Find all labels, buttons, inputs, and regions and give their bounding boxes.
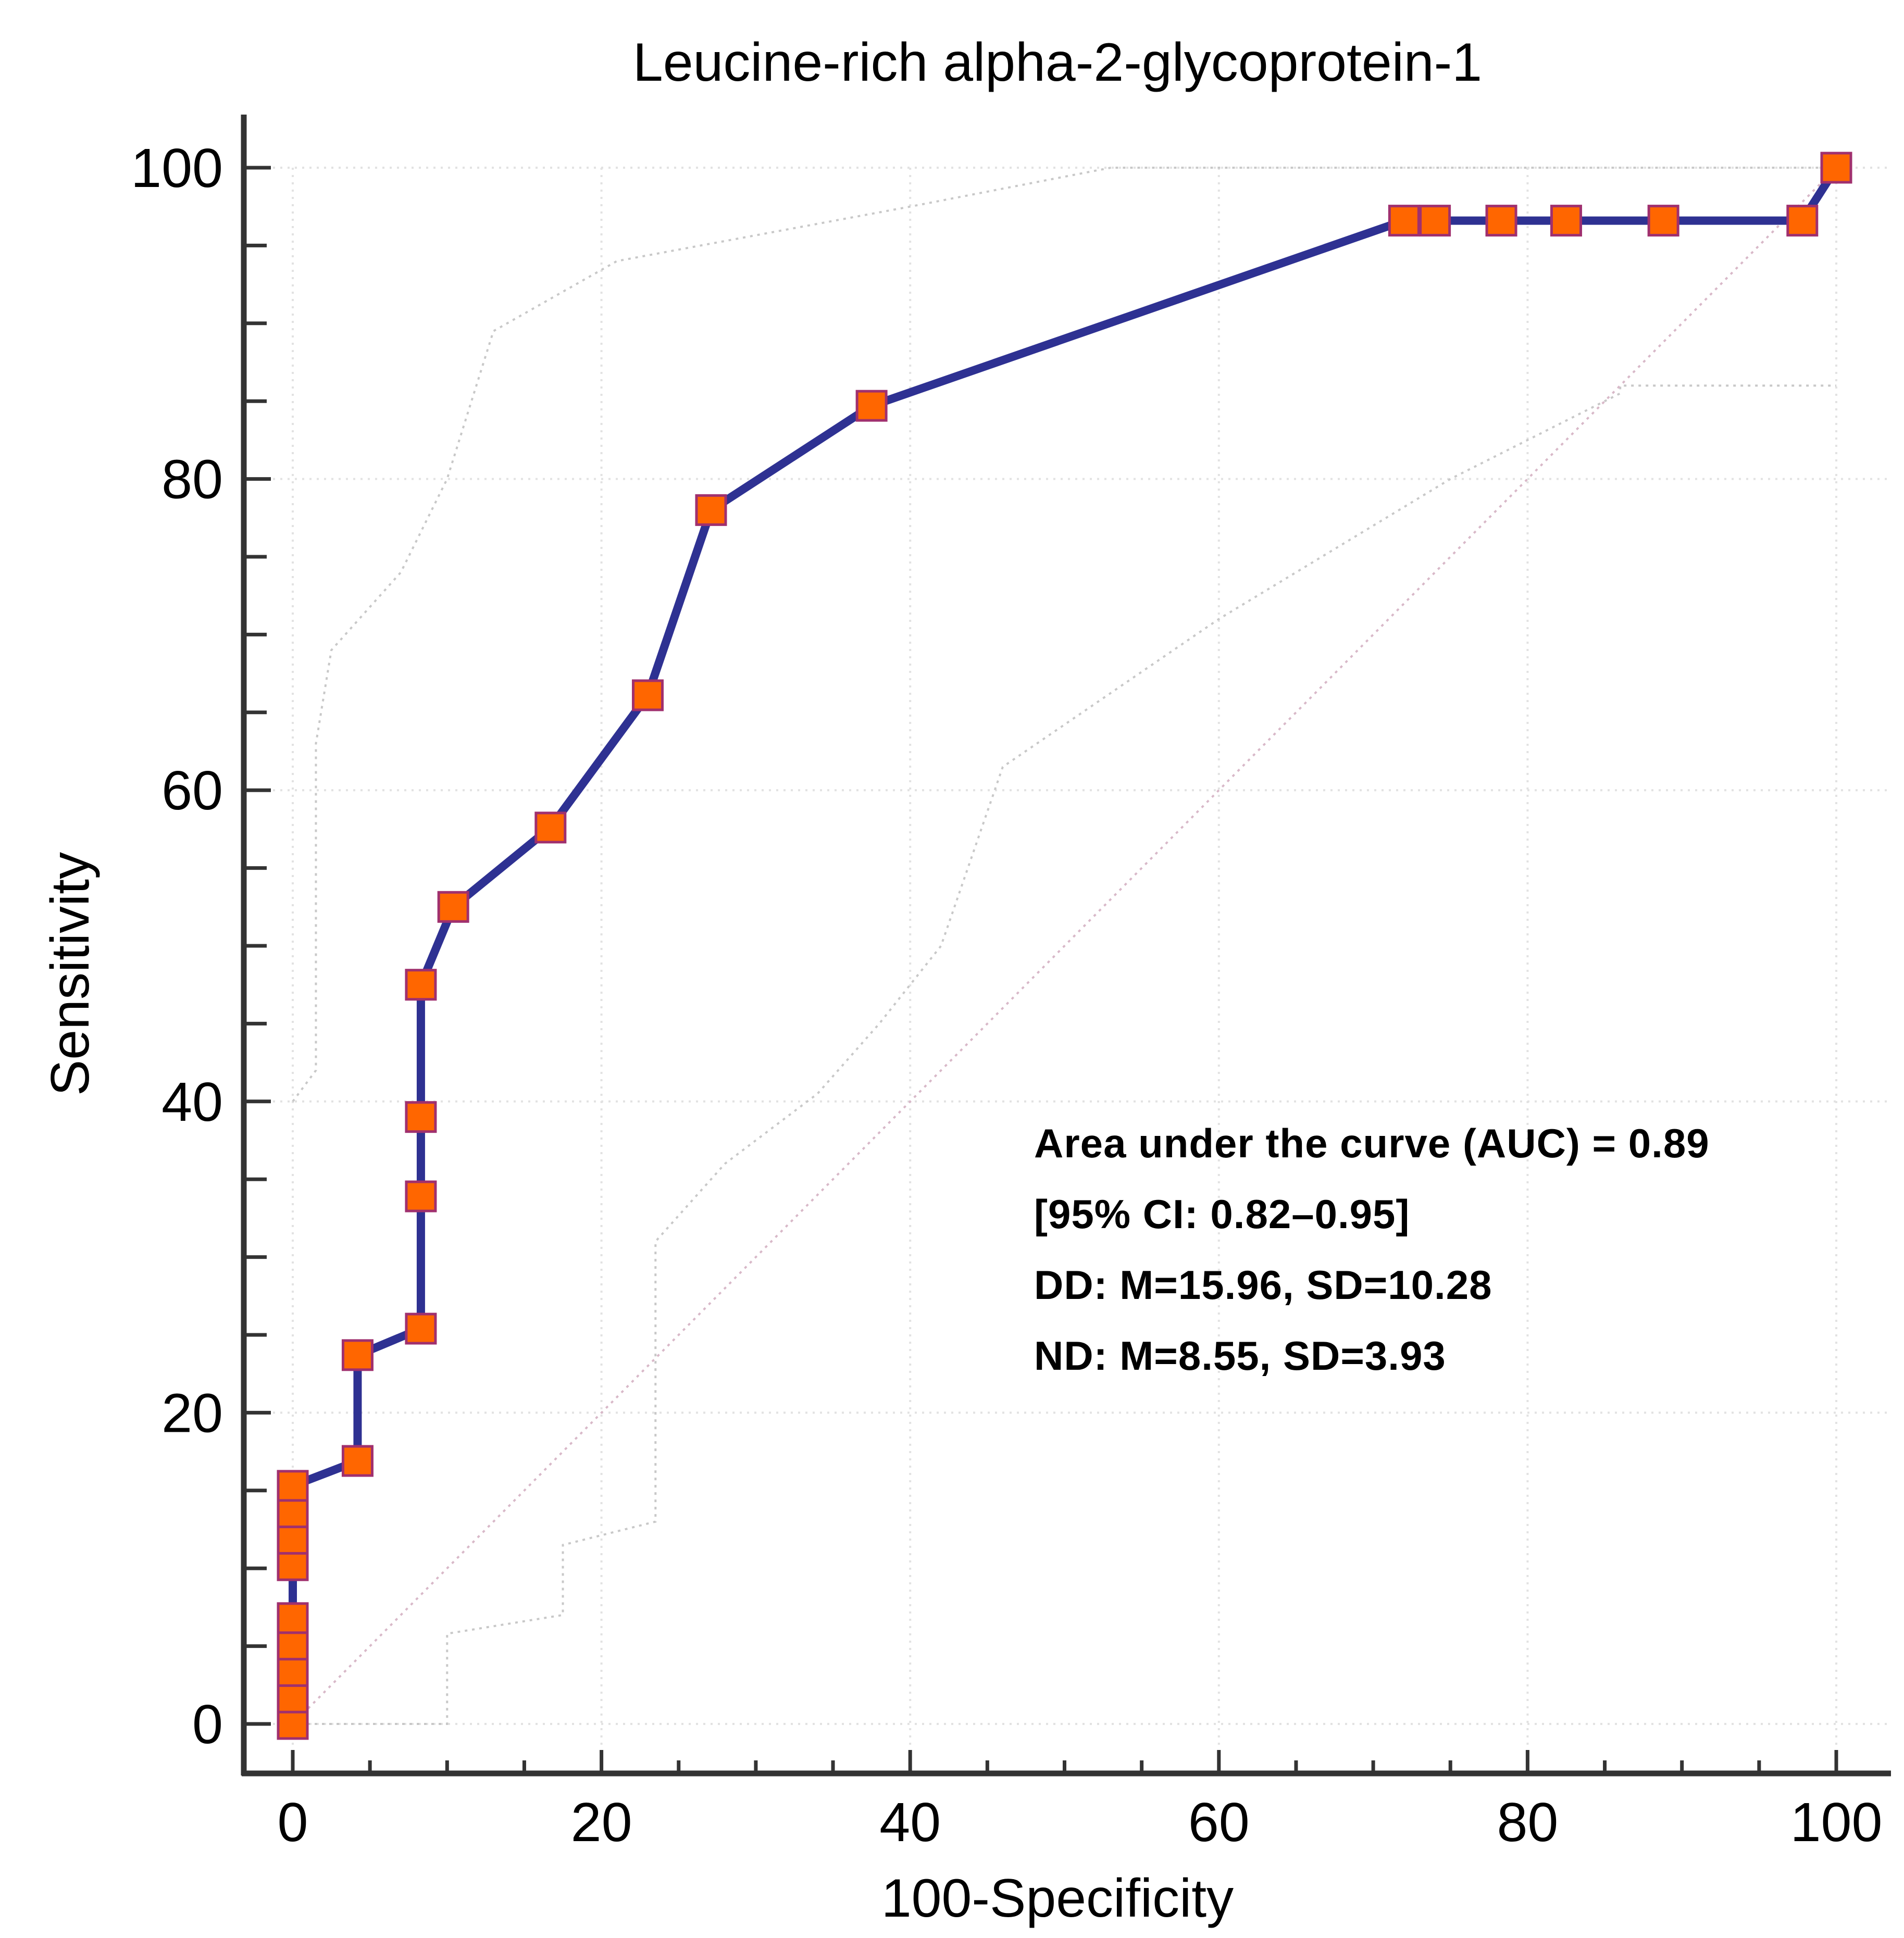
roc-point-marker	[277, 1681, 309, 1714]
roc-point-marker	[1647, 205, 1679, 237]
reference-diagonal-line	[292, 167, 1837, 1725]
x-tick-label: 20	[571, 1792, 632, 1853]
roc-point-marker	[405, 1180, 437, 1212]
x-tick-label: 0	[278, 1792, 308, 1853]
roc-point-marker	[405, 1101, 437, 1133]
roc-point-marker	[341, 1339, 374, 1371]
auc-stats: Area under the curve (AUC) = 0.89 [95% C…	[1034, 1120, 1710, 1379]
x-tick-label: 40	[879, 1792, 941, 1853]
roc-point-marker	[277, 1602, 309, 1634]
lower-95-ci-bound-line	[293, 384, 1836, 1725]
upper-95-ci-bound-line	[292, 167, 1836, 1102]
nd-annotation: ND: M=8.55, SD=3.93	[1034, 1333, 1446, 1379]
roc-point-marker	[1388, 205, 1420, 237]
roc-point-marker	[1786, 205, 1819, 237]
roc-point-marker	[1419, 205, 1451, 237]
roc-point-marker	[277, 1496, 309, 1529]
y-tick-label: 80	[161, 449, 223, 510]
confidence-bounds	[292, 167, 1837, 1725]
x-tick-label: 80	[1497, 1792, 1558, 1853]
y-tick-label: 20	[161, 1382, 223, 1444]
y-tick-label: 100	[131, 137, 223, 199]
dd-annotation: DD: M=15.96, SD=10.28	[1034, 1262, 1492, 1308]
roc-point-marker	[1485, 205, 1517, 237]
x-tick-label: 60	[1188, 1792, 1250, 1853]
x-axis-label: 100-Specificity	[881, 1868, 1234, 1929]
roc-point-marker	[437, 891, 469, 923]
roc-markers	[277, 152, 1852, 1740]
x-tick-label: 100	[1790, 1792, 1883, 1853]
roc-point-marker	[277, 1470, 309, 1502]
roc-point-marker	[1820, 152, 1852, 184]
chart-title: Leucine-rich alpha-2-glycoprotein-1	[633, 32, 1482, 93]
roc-point-marker	[277, 1522, 309, 1555]
roc-point-marker	[277, 1629, 309, 1661]
roc-point-marker	[405, 1312, 437, 1345]
roc-point-marker	[277, 1708, 309, 1740]
auc-annotation: Area under the curve (AUC) = 0.89	[1034, 1120, 1710, 1166]
roc-point-marker	[277, 1655, 309, 1687]
roc-point-marker	[695, 494, 727, 526]
roc-point-marker	[631, 679, 664, 711]
roc-point-marker	[341, 1445, 374, 1477]
grid-lines	[244, 167, 1891, 1773]
y-tick-label: 0	[192, 1694, 223, 1755]
roc-point-marker	[1550, 205, 1582, 237]
axes: 0 20 40 60 80 100 0 20 40 60 80 100	[131, 115, 1891, 1853]
roc-point-marker	[405, 969, 437, 1001]
ci-annotation: [95% CI: 0.82–0.95]	[1034, 1191, 1410, 1237]
y-tick-label: 40	[161, 1071, 223, 1133]
roc-point-marker	[277, 1549, 309, 1581]
y-tick-label: 60	[161, 760, 223, 821]
roc-point-marker	[534, 811, 567, 844]
y-axis-label: Sensitivity	[40, 852, 101, 1096]
roc-point-marker	[855, 390, 888, 422]
